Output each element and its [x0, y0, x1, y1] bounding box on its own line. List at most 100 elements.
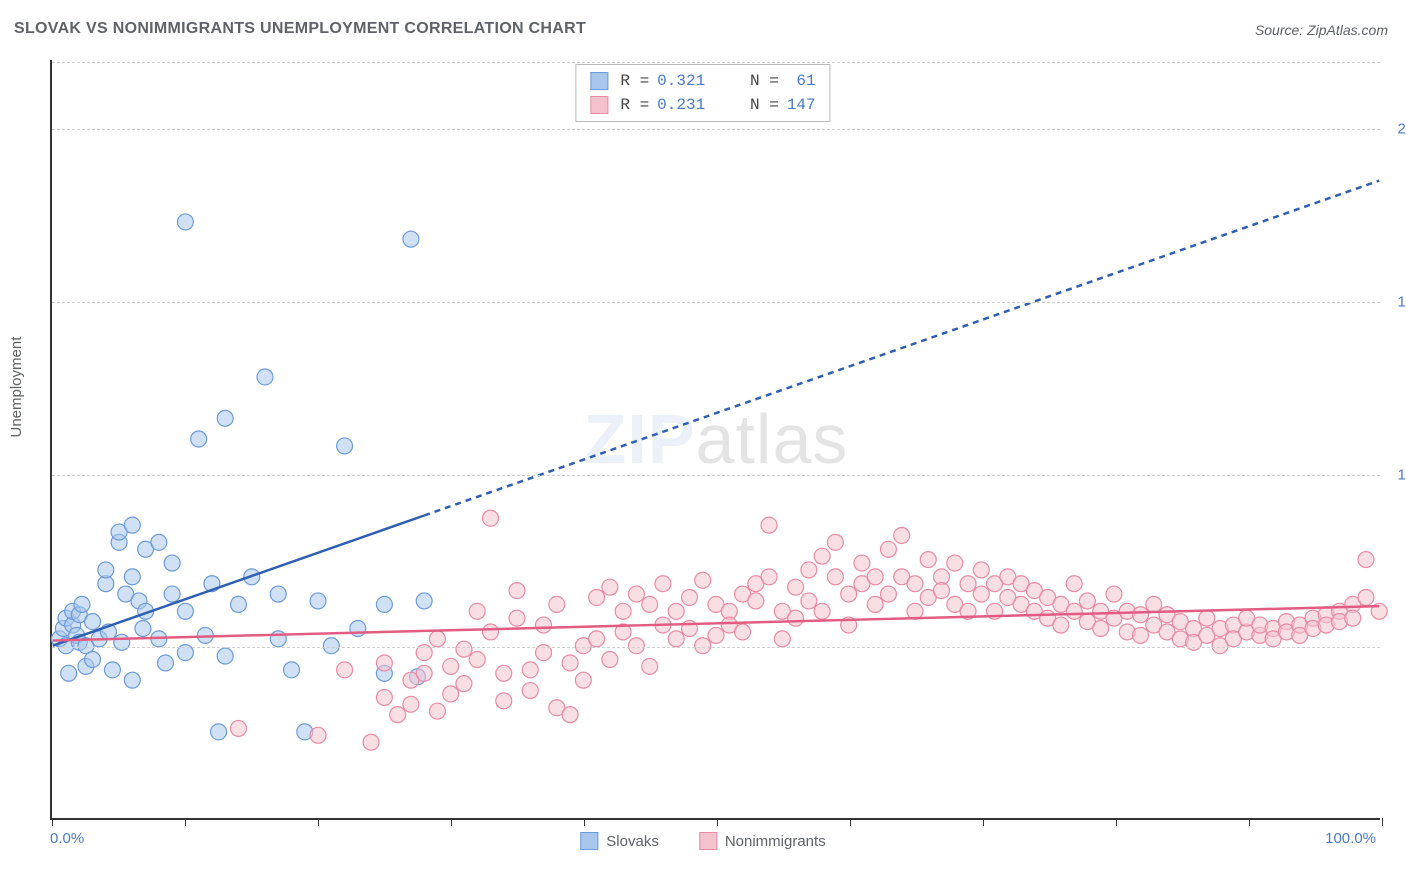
data-point [310, 727, 326, 743]
data-point [748, 593, 764, 609]
data-point [522, 683, 538, 699]
y-tick-label: 20.0% [1385, 121, 1406, 138]
x-tick [1249, 818, 1250, 826]
data-point [1053, 617, 1069, 633]
data-point [841, 586, 857, 602]
data-point [642, 596, 658, 612]
plot-svg [52, 60, 1380, 818]
stats-r-label: R = [620, 93, 649, 117]
x-tick [1116, 818, 1117, 826]
data-point [257, 369, 273, 385]
stats-n-value: 61 [787, 69, 816, 93]
data-point [615, 603, 631, 619]
data-point [695, 572, 711, 588]
gridline [52, 475, 1380, 476]
gridline [52, 62, 1380, 63]
data-point [681, 590, 697, 606]
trend-line-dashed [424, 181, 1379, 516]
data-point [509, 583, 525, 599]
data-point [960, 576, 976, 592]
data-point [158, 655, 174, 671]
stats-n-label: N = [750, 69, 779, 93]
source-attribution: Source: ZipAtlas.com [1255, 22, 1388, 38]
data-point [483, 624, 499, 640]
data-point [496, 693, 512, 709]
data-point [827, 569, 843, 585]
data-point [628, 638, 644, 654]
data-point [642, 658, 658, 674]
plot-area: ZIPatlas 5.0%10.0%15.0%20.0% [50, 60, 1380, 820]
data-point [323, 638, 339, 654]
stats-row: R = 0.231 N = 147 [590, 93, 815, 117]
x-tick [318, 818, 319, 826]
data-point [867, 596, 883, 612]
legend-label: Slovaks [606, 833, 659, 850]
stats-swatch [590, 96, 608, 114]
data-point [1358, 552, 1374, 568]
data-point [589, 631, 605, 647]
data-point [151, 534, 167, 550]
data-point [456, 641, 472, 657]
data-point [124, 569, 140, 585]
data-point [1079, 593, 1095, 609]
data-point [1093, 621, 1109, 637]
data-point [1066, 576, 1082, 592]
data-point [788, 579, 804, 595]
legend-bottom: SlovaksNonimmigrants [580, 832, 825, 850]
data-point [880, 586, 896, 602]
data-point [456, 676, 472, 692]
stats-n-label: N = [750, 93, 779, 117]
data-point [191, 431, 207, 447]
data-point [124, 672, 140, 688]
data-point [177, 603, 193, 619]
data-point [1358, 590, 1374, 606]
data-point [496, 665, 512, 681]
data-point [74, 596, 90, 612]
data-point [61, 665, 77, 681]
data-point [761, 569, 777, 585]
data-point [1199, 610, 1215, 626]
data-point [104, 662, 120, 678]
x-tick [451, 818, 452, 826]
data-point [337, 438, 353, 454]
y-axis-label: Unemployment [8, 337, 25, 438]
x-tick [1382, 818, 1383, 826]
data-point [164, 555, 180, 571]
data-point [230, 596, 246, 612]
data-point [1133, 627, 1149, 643]
x-tick [52, 818, 53, 826]
y-tick-label: 15.0% [1385, 293, 1406, 310]
stats-r-value: 0.321 [657, 69, 705, 93]
x-tick [983, 818, 984, 826]
data-point [217, 410, 233, 426]
stats-r-label: R = [620, 69, 649, 93]
legend-swatch [580, 832, 598, 850]
data-point [469, 652, 485, 668]
y-tick-label: 10.0% [1385, 466, 1406, 483]
data-point [655, 576, 671, 592]
data-point [1106, 586, 1122, 602]
data-point [416, 665, 432, 681]
data-point [390, 707, 406, 723]
data-point [602, 652, 618, 668]
data-point [761, 517, 777, 533]
data-point [85, 614, 101, 630]
data-point [284, 662, 300, 678]
data-point [1066, 603, 1082, 619]
data-point [894, 527, 910, 543]
data-point [270, 631, 286, 647]
data-point [814, 603, 830, 619]
data-point [270, 586, 286, 602]
data-point [177, 214, 193, 230]
data-point [708, 627, 724, 643]
data-point [668, 603, 684, 619]
correlation-stats-box: R = 0.321 N = 61R = 0.231 N = 147 [575, 64, 830, 122]
x-axis-min-label: 0.0% [50, 830, 84, 847]
data-point [735, 624, 751, 640]
data-point [867, 569, 883, 585]
data-point [443, 658, 459, 674]
data-point [350, 621, 366, 637]
stats-r-value: 0.231 [657, 93, 705, 117]
data-point [695, 638, 711, 654]
y-tick-label: 5.0% [1385, 639, 1406, 656]
